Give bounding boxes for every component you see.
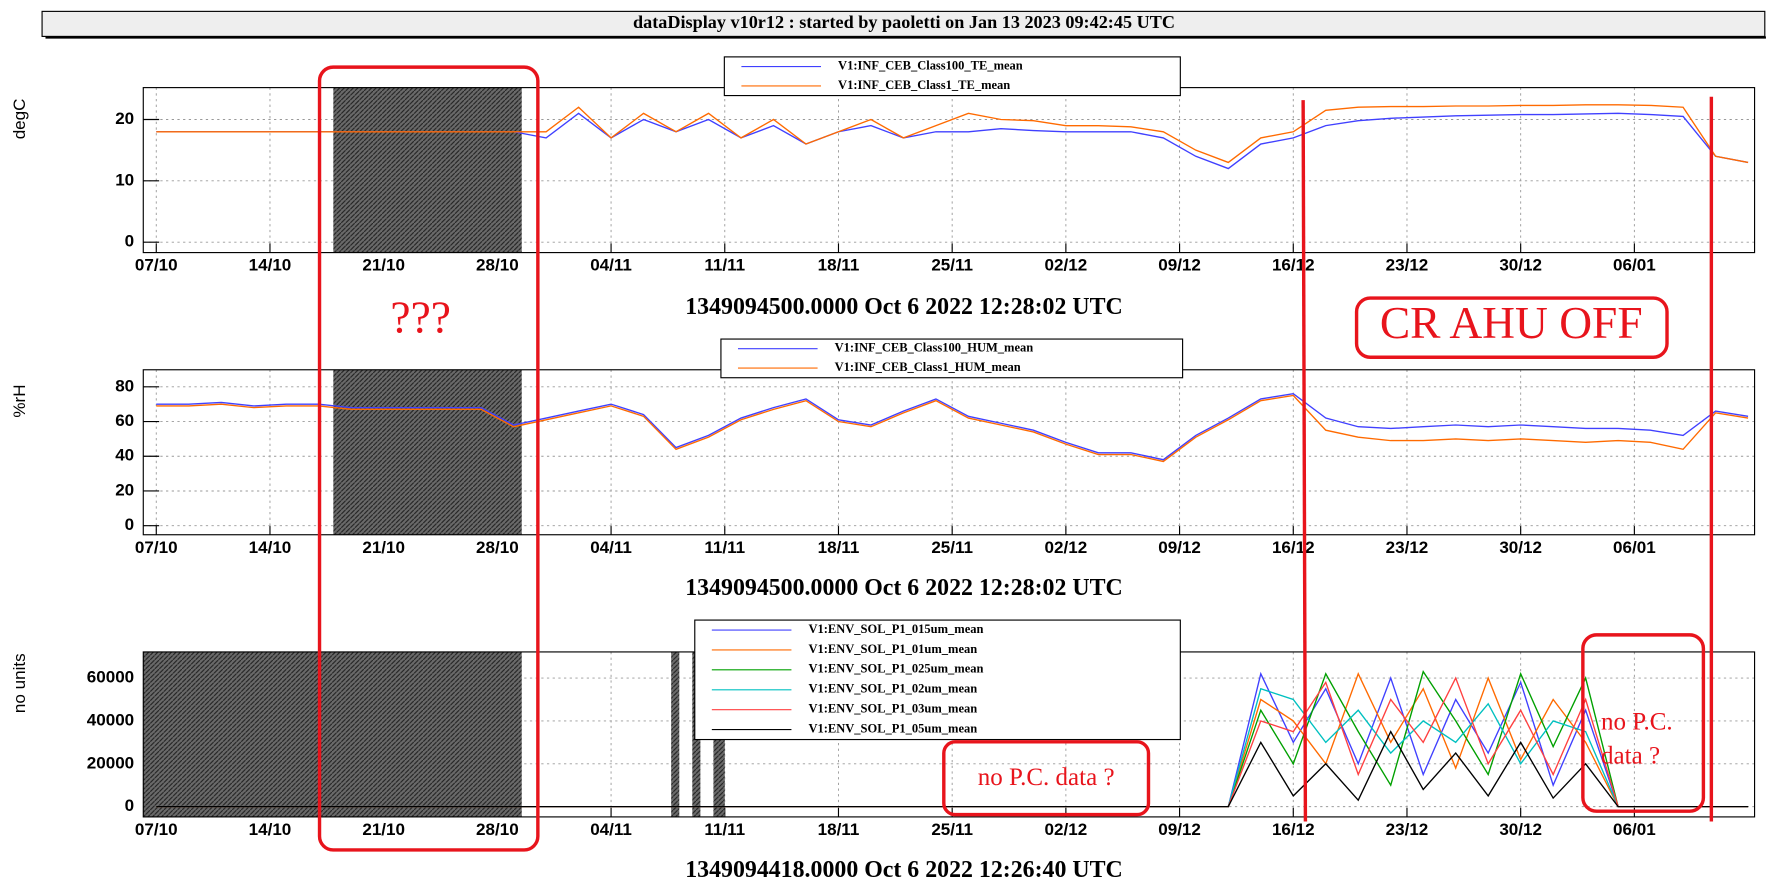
no-data-region [143, 651, 522, 817]
x-tick-label: 28/10 [476, 820, 519, 839]
x-tick-label: 23/12 [1386, 538, 1429, 557]
y-tick-label: 20 [115, 480, 134, 499]
x-tick-label: 06/01 [1613, 538, 1656, 557]
legend-label: V1:ENV_SOL_P1_01um_mean [808, 642, 977, 656]
annotations: ??? CR AHU OFF no P.C. data ? no P.C. da… [317, 65, 1714, 852]
x-tick-label: 18/11 [818, 820, 860, 839]
x-tick-label: 07/10 [135, 820, 178, 839]
x-tick-label: 04/11 [590, 256, 632, 275]
annotation-text: no P.C. data ? [978, 764, 1115, 791]
legend [723, 56, 1181, 97]
annotation-line [1301, 100, 1308, 822]
legend [720, 338, 1184, 379]
x-tick-label: 30/12 [1499, 538, 1542, 557]
legend-label: V1:ENV_SOL_P1_025um_mean [808, 662, 983, 676]
x-tick-label: 25/11 [931, 538, 973, 557]
legend-label: V1:INF_CEB_Class100_HUM_mean [835, 341, 1034, 355]
x-tick-label: 21/10 [362, 538, 405, 557]
annotation-box [1354, 296, 1669, 359]
data-line [156, 104, 1749, 164]
y-axis-title: no units [10, 653, 29, 713]
x-tick-label: 02/12 [1045, 820, 1088, 839]
plots: 07/10 14/10 21/10 28/10 04/11 11/11 18/11 25/11… [10, 56, 1756, 883]
x-tick-label: 09/12 [1158, 256, 1201, 275]
x-tick-label: 11/11 [704, 538, 745, 557]
x-tick-label: 21/10 [362, 820, 405, 839]
data-line [156, 393, 1749, 461]
annotation-text: data ? [1601, 742, 1660, 769]
legend-label: V1:INF_CEB_Class1_TE_mean [838, 78, 1010, 92]
x-tick-label: 21/10 [362, 256, 405, 275]
x-tick-label: 30/12 [1499, 820, 1542, 839]
data-line [156, 394, 1749, 463]
y-tick-label: 80 [115, 376, 134, 395]
x-tick-label: 11/11 [704, 820, 745, 839]
y-tick-label: 0 [125, 796, 134, 815]
x-tick-label: 14/10 [249, 256, 292, 275]
data-line [156, 730, 1749, 808]
y-tick-label: 20 [115, 109, 134, 128]
x-axis-title: 1349094418.0000 Oct 6 2022 12:26:40 UTC [685, 857, 1123, 883]
x-tick-label: 07/10 [135, 256, 178, 275]
y-tick-label: 20000 [87, 753, 134, 772]
legend-label: V1:INF_CEB_Class1_HUM_mean [835, 360, 1021, 374]
no-data-region [333, 87, 522, 253]
x-tick-label: 09/12 [1158, 820, 1201, 839]
annotation-text: CR AHU OFF [1380, 297, 1643, 348]
y-tick-label: 60000 [87, 668, 134, 687]
x-axis-title: 1349094500.0000 Oct 6 2022 12:28:02 UTC [685, 575, 1123, 601]
x-tick-label: 30/12 [1499, 256, 1542, 275]
x-tick-label: 28/10 [476, 256, 519, 275]
annotation-box [1581, 633, 1706, 813]
x-tick-label: 11/11 [704, 256, 745, 275]
x-tick-label: 18/11 [818, 256, 860, 275]
x-tick-label: 25/11 [931, 256, 973, 275]
legend-label: V1:ENV_SOL_P1_015um_mean [808, 622, 983, 636]
y-tick-label: 0 [125, 232, 134, 251]
no-data-region [671, 651, 680, 817]
x-tick-label: 02/12 [1045, 256, 1088, 275]
x-tick-label: 28/10 [476, 538, 519, 557]
x-tick-label: 06/01 [1613, 820, 1656, 839]
x-tick-label: 09/12 [1158, 538, 1201, 557]
x-tick-label: 16/12 [1272, 256, 1315, 275]
x-tick-label: 14/10 [249, 538, 292, 557]
x-tick-label: 23/12 [1386, 820, 1429, 839]
y-tick-label: 40 [115, 446, 134, 465]
x-tick-label: 06/01 [1613, 256, 1656, 275]
y-tick-label: 60 [115, 411, 134, 430]
x-tick-label: 16/12 [1272, 538, 1315, 557]
x-tick-label: 23/12 [1386, 256, 1429, 275]
x-axis-title: 1349094500.0000 Oct 6 2022 12:28:02 UTC [685, 294, 1123, 320]
title-bar [41, 10, 1766, 37]
x-tick-label: 04/11 [590, 820, 632, 839]
y-axis-title: %rH [10, 384, 29, 417]
annotation-text: ??? [390, 291, 451, 342]
y-tick-label: 10 [115, 170, 134, 189]
no-data-region [333, 369, 522, 535]
legend [694, 619, 1181, 741]
legend-label: V1:ENV_SOL_P1_02um_mean [808, 682, 977, 696]
title: dataDisplay v10r12 : started by paoletti… [633, 12, 1175, 32]
y-axis-title: degC [10, 99, 29, 140]
annotation-text: no P.C. [1601, 708, 1673, 735]
x-tick-label: 02/12 [1045, 538, 1088, 557]
y-tick-label: 0 [125, 515, 134, 534]
legend-label: V1:ENV_SOL_P1_03um_mean [808, 702, 977, 716]
legend-label: V1:INF_CEB_Class100_TE_mean [838, 58, 1023, 72]
x-tick-label: 16/12 [1272, 820, 1315, 839]
y-tick-label: 40000 [87, 710, 134, 729]
x-tick-label: 25/11 [931, 820, 973, 839]
x-tick-label: 04/11 [590, 538, 632, 557]
x-tick-label: 07/10 [135, 538, 178, 557]
annotation-box [317, 65, 540, 852]
x-tick-label: 14/10 [249, 820, 292, 839]
annotation-box [942, 740, 1151, 817]
legend-label: V1:ENV_SOL_P1_05um_mean [808, 721, 977, 735]
x-tick-label: 18/11 [818, 538, 860, 557]
